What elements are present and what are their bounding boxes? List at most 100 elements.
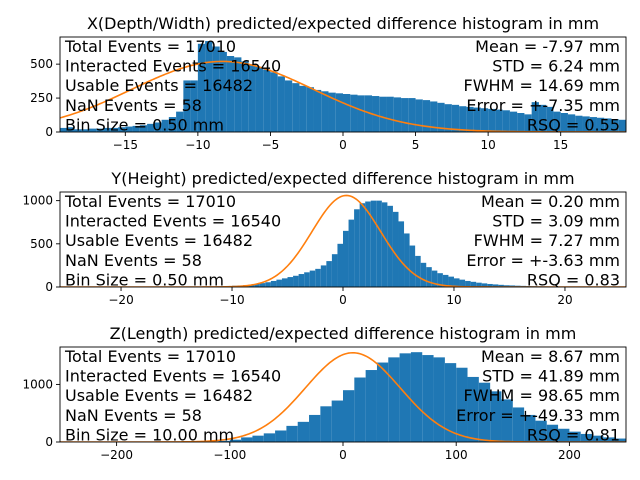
gaussian-fit-curve xyxy=(60,194,626,287)
histogram-bar xyxy=(448,276,454,287)
histogram-bar xyxy=(287,277,294,287)
histogram-bar xyxy=(263,69,271,132)
histogram-bar xyxy=(560,113,568,132)
histogram-bar xyxy=(320,406,332,442)
x-tick-label: 0 xyxy=(339,138,347,152)
stats-right-line: STD = 6.24 mm xyxy=(492,57,620,76)
histogram-bar xyxy=(326,261,332,287)
chart-title: Z(Length) predicted/expected difference … xyxy=(110,324,577,343)
histogram-bar xyxy=(478,382,491,442)
histogram-bar xyxy=(444,104,452,132)
y-tick-label: 250 xyxy=(30,91,53,105)
stats-left-line: Usable Events = 16482 xyxy=(65,76,253,95)
histogram-bar xyxy=(226,56,235,132)
histogram-bar xyxy=(589,117,597,132)
histogram-bar xyxy=(456,367,468,442)
histogram-bar xyxy=(404,233,410,287)
histogram-bar xyxy=(293,275,299,287)
histogram-bar xyxy=(392,211,399,287)
x-tick-label: −10 xyxy=(219,293,244,307)
histogram-bar xyxy=(611,119,619,132)
x-tick-label: 0 xyxy=(339,448,347,462)
histogram-bar xyxy=(67,127,75,132)
histogram-bar xyxy=(592,435,604,442)
histogram-bar xyxy=(190,80,198,132)
histogram-bar xyxy=(498,284,504,287)
x-tick-label: −100 xyxy=(213,448,246,462)
histogram-bar xyxy=(218,440,230,442)
x-tick-label: 100 xyxy=(445,448,468,462)
histogram-bar xyxy=(580,433,593,442)
histogram-bar xyxy=(74,129,82,132)
histogram-bar xyxy=(503,285,510,287)
histogram-bar xyxy=(381,202,388,287)
stats-right-line: RSQ = 0.81 xyxy=(527,425,620,444)
stats-left-line: Interacted Events = 16540 xyxy=(65,57,281,76)
histogram-bar xyxy=(437,273,443,287)
histogram-bar xyxy=(81,129,90,132)
chart-title: Y(Height) predicted/expected difference … xyxy=(110,169,574,188)
histogram-bar xyxy=(398,221,405,287)
x-tick-label: 15 xyxy=(553,138,568,152)
chart-panel-3: Z(Length) predicted/expected difference … xyxy=(22,324,627,462)
histogram-bar xyxy=(467,376,479,442)
histogram-bar xyxy=(488,108,496,132)
histogram-bar xyxy=(139,125,148,132)
stats-right-line: Error = +-49.33 mm xyxy=(456,406,620,425)
histogram-bar xyxy=(365,370,377,442)
histogram-bar xyxy=(473,107,481,132)
histogram-bar xyxy=(343,230,349,287)
x-tick-label: −200 xyxy=(100,448,133,462)
histogram-bar xyxy=(183,80,191,132)
stats-right-line: STD = 3.09 mm xyxy=(492,212,620,231)
histogram-bar xyxy=(633,121,640,132)
x-tick-label: 0 xyxy=(339,293,347,307)
y-tick-label: 0 xyxy=(45,435,53,449)
histogram-bar xyxy=(331,254,338,287)
histogram-bar xyxy=(254,283,260,287)
x-tick-label: −20 xyxy=(108,293,133,307)
histogram-bar xyxy=(176,111,184,132)
histogram-bar xyxy=(286,425,298,442)
stats-left-line: Bin Size = 0.50 mm xyxy=(65,115,224,134)
histogram-bar xyxy=(415,255,421,287)
histogram-bar xyxy=(512,407,525,442)
histogram-bar xyxy=(275,430,287,442)
histogram-bar xyxy=(433,357,445,442)
histogram-bar xyxy=(277,76,285,132)
stats-left-line: NaN Events = 58 xyxy=(65,251,202,270)
histogram-bar xyxy=(343,390,355,442)
histogram-bar xyxy=(309,270,316,287)
histogram-bar xyxy=(265,282,271,287)
histogram-bar xyxy=(270,72,278,132)
histogram-bar xyxy=(431,270,438,287)
x-tick-label: 10 xyxy=(480,138,495,152)
histogram-bar xyxy=(422,355,434,442)
histogram-bar xyxy=(459,106,467,132)
histogram-bar xyxy=(502,110,510,132)
x-tick-label: 20 xyxy=(557,293,572,307)
histogram-bar xyxy=(276,279,282,287)
histogram-bar xyxy=(524,114,532,132)
histogram-bar xyxy=(553,111,561,132)
chart-panel-1: X(Depth/Width) predicted/expected differ… xyxy=(30,14,640,152)
histogram-bar xyxy=(284,80,293,132)
histogram-bar xyxy=(481,283,488,287)
y-tick-label: 0 xyxy=(45,125,53,139)
histogram-bars xyxy=(60,41,640,132)
stats-right-line: Mean = -7.97 mm xyxy=(475,37,620,56)
histogram-bar xyxy=(328,92,336,132)
histogram-bar xyxy=(480,108,489,132)
stats-left-line: NaN Events = 58 xyxy=(65,96,202,115)
histogram-bar xyxy=(304,272,310,287)
histogram-bar xyxy=(357,95,365,132)
histogram-bar xyxy=(234,57,242,132)
stats-right-line: FWHM = 98.65 mm xyxy=(464,386,621,405)
histogram-bar xyxy=(442,274,449,287)
histogram-bar xyxy=(350,94,358,132)
histogram-bar xyxy=(596,117,605,132)
histogram-bar xyxy=(444,363,457,442)
histogram-bar xyxy=(420,262,427,287)
stats-left-line: Interacted Events = 16540 xyxy=(65,212,281,231)
histogram-bar xyxy=(603,437,615,442)
